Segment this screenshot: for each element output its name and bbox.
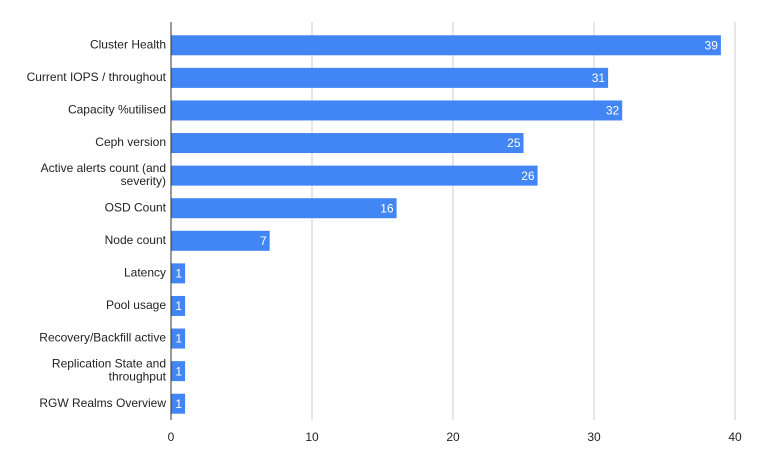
bar (171, 230, 270, 251)
data-label: 1 (175, 299, 182, 313)
data-label: 1 (175, 332, 182, 346)
x-tick-label: 30 (587, 430, 601, 444)
y-tick-label: Latency (124, 266, 166, 280)
bar (171, 165, 538, 186)
data-label: 25 (507, 136, 521, 150)
bar (171, 361, 186, 382)
data-label: 31 (592, 71, 606, 85)
data-label: 39 (705, 38, 719, 52)
data-label: 1 (175, 397, 182, 411)
bar (171, 263, 186, 284)
data-label: 1 (175, 364, 182, 378)
y-tick-label: Ceph version (95, 135, 166, 149)
bar (171, 328, 186, 349)
data-label: 1 (175, 267, 182, 281)
bar (171, 67, 609, 88)
y-tick-label: Replication State and throughput (52, 357, 167, 384)
y-tick-label: Recovery/Backfill active (39, 331, 166, 345)
data-label: 16 (380, 201, 394, 215)
y-tick-label: Pool usage (106, 298, 166, 312)
x-tick-label: 10 (305, 430, 319, 444)
y-tick-label: Capacity %utilised (68, 103, 166, 117)
bar (171, 295, 186, 316)
x-tick-label: 40 (728, 430, 742, 444)
x-tick-label: 0 (168, 430, 175, 444)
bar (171, 100, 623, 121)
y-tick-label: Node count (105, 233, 167, 247)
y-tick-label: RGW Realms Overview (39, 396, 166, 410)
y-tick-label: OSD Count (105, 200, 167, 214)
bar (171, 35, 721, 56)
data-label: 7 (260, 234, 267, 248)
y-tick-label: Cluster Health (90, 37, 166, 51)
y-tick-label: Current IOPS / throughout (27, 70, 167, 84)
bar (171, 393, 186, 414)
data-label: 32 (606, 104, 620, 118)
bar (171, 198, 397, 219)
data-label: 26 (521, 169, 535, 183)
bar (171, 133, 524, 154)
y-tick-label: Active alerts count (and severity) (41, 161, 166, 188)
x-tick-label: 20 (446, 430, 460, 444)
